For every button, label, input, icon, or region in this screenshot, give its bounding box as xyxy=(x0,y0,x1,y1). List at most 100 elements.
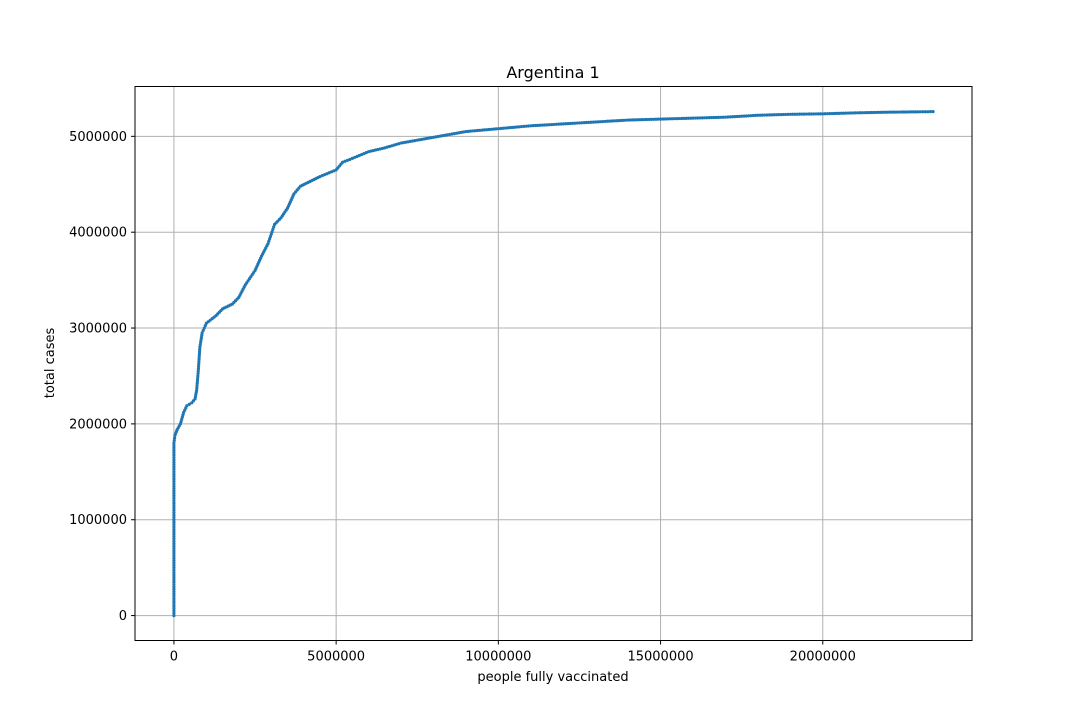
data-point xyxy=(876,110,880,114)
y-tick-label: 4000000 xyxy=(69,226,127,241)
data-point xyxy=(482,128,487,132)
data-point xyxy=(726,115,730,119)
data-point xyxy=(172,484,176,488)
data-point xyxy=(777,113,781,117)
data-point xyxy=(698,116,702,120)
data-point xyxy=(702,116,707,120)
data-point xyxy=(345,158,350,162)
data-point xyxy=(828,112,832,116)
data-point xyxy=(603,119,607,124)
data-point xyxy=(874,110,878,115)
data-point xyxy=(848,111,853,115)
data-point xyxy=(921,110,925,114)
data-point xyxy=(740,114,744,118)
grid-layer xyxy=(135,86,972,641)
data-point xyxy=(825,112,830,116)
data-point xyxy=(566,122,570,126)
data-point xyxy=(624,118,628,122)
x-tick-label: 0 xyxy=(170,650,178,665)
data-point xyxy=(492,127,496,131)
data-point xyxy=(774,113,779,117)
data-point xyxy=(172,549,176,553)
data-point xyxy=(172,494,176,498)
data-point xyxy=(172,582,176,587)
data-point xyxy=(682,116,686,120)
data-point xyxy=(679,116,684,121)
data-point xyxy=(709,115,714,120)
data-point xyxy=(788,112,792,116)
data-point xyxy=(524,124,528,128)
data-point xyxy=(172,498,176,503)
data-point xyxy=(172,522,176,527)
data-point xyxy=(842,111,846,115)
data-point xyxy=(196,374,200,378)
data-point xyxy=(172,508,176,512)
data-point xyxy=(735,114,739,119)
data-point xyxy=(730,115,734,119)
data-point xyxy=(626,118,630,122)
data-point xyxy=(610,119,614,123)
data-point xyxy=(197,357,201,361)
data-point xyxy=(496,127,500,131)
data-point xyxy=(591,120,595,124)
data-point xyxy=(536,123,540,127)
data-point xyxy=(197,352,201,356)
data-point xyxy=(550,122,554,127)
data-point xyxy=(172,455,176,460)
y-tick-label: 2000000 xyxy=(69,417,127,432)
data-point xyxy=(830,111,834,116)
data-point xyxy=(584,120,589,125)
data-point xyxy=(862,111,867,115)
data-point xyxy=(619,118,623,123)
y-axis-label: total cases xyxy=(43,328,58,399)
data-point xyxy=(797,112,802,116)
data-point xyxy=(187,402,191,406)
data-point xyxy=(503,126,507,130)
data-point xyxy=(348,157,352,161)
data-point xyxy=(196,371,200,376)
data-point xyxy=(906,110,911,114)
data-point xyxy=(172,566,176,570)
plot-frame xyxy=(134,86,973,641)
data-point xyxy=(531,124,535,128)
data-point xyxy=(809,112,813,116)
data-point xyxy=(172,506,176,510)
data-point xyxy=(851,111,855,115)
data-point xyxy=(765,113,769,117)
data-point xyxy=(172,510,176,515)
data-point xyxy=(879,110,883,114)
data-point xyxy=(172,527,176,531)
data-point xyxy=(172,472,176,476)
data-point xyxy=(172,606,176,610)
data-point xyxy=(886,110,890,114)
data-point xyxy=(172,561,176,565)
ticks-layer: 0 5000000 10000000 15000000 20000000 0 1000000… xyxy=(69,130,856,665)
data-point xyxy=(767,113,772,117)
data-point xyxy=(172,460,176,464)
data-point xyxy=(494,127,498,131)
points-layer xyxy=(172,110,935,618)
data-point xyxy=(800,112,804,116)
data-point xyxy=(172,477,176,481)
data-point xyxy=(540,123,544,127)
data-point xyxy=(268,237,272,241)
data-point xyxy=(712,115,716,120)
data-point xyxy=(515,125,519,129)
data-point xyxy=(835,111,839,116)
data-point xyxy=(172,467,176,472)
data-point xyxy=(582,121,586,125)
data-point xyxy=(559,122,563,126)
data-point xyxy=(172,491,176,495)
data-point xyxy=(522,124,526,129)
data-point xyxy=(928,110,933,114)
data-point xyxy=(533,123,538,128)
data-point xyxy=(911,110,915,114)
data-point xyxy=(172,513,176,517)
x-tick-label: 15000000 xyxy=(627,650,693,665)
data-point xyxy=(677,116,681,121)
data-point xyxy=(672,117,677,121)
data-point xyxy=(909,110,913,114)
data-point xyxy=(580,121,584,125)
data-point xyxy=(883,110,887,114)
data-point xyxy=(563,122,568,126)
